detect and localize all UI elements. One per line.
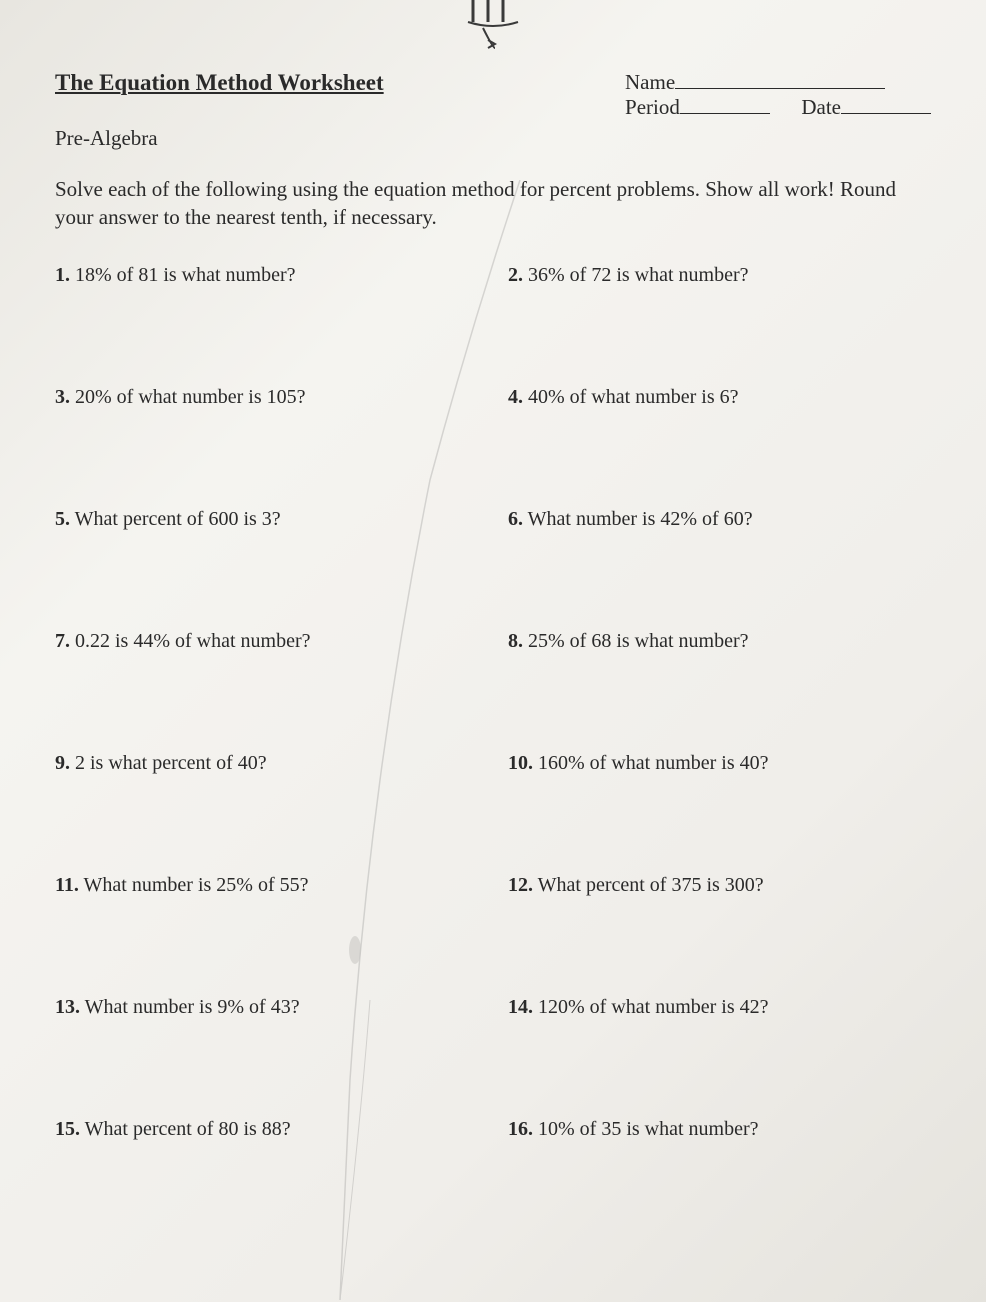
meta-block: Name Period Date: [625, 70, 931, 120]
problem-15: 15. What percent of 80 is 88?: [55, 1116, 478, 1142]
problem-text: 25% of 68 is what number?: [528, 630, 749, 652]
problem-number: 16.: [508, 1118, 533, 1140]
problem-number: 12.: [508, 874, 533, 896]
problem-4: 4. 40% of what number is 6?: [508, 384, 931, 410]
problem-number: 11.: [55, 874, 79, 896]
worksheet-title: The Equation Method Worksheet: [55, 70, 384, 96]
date-label: Date: [801, 95, 841, 119]
problem-number: 14.: [508, 996, 533, 1018]
problem-number: 5.: [55, 508, 70, 530]
period-label: Period: [625, 95, 680, 119]
period-date-line: Period Date: [625, 95, 931, 120]
problem-14: 14. 120% of what number is 42?: [508, 994, 931, 1020]
header-row: The Equation Method Worksheet Name Perio…: [55, 70, 931, 120]
problem-2: 2. 36% of 72 is what number?: [508, 262, 931, 288]
problem-7: 7. 0.22 is 44% of what number?: [55, 628, 478, 654]
problem-number: 7.: [55, 630, 70, 652]
problem-5: 5. What percent of 600 is 3?: [55, 506, 478, 532]
problem-text: 20% of what number is 105?: [75, 386, 306, 408]
problem-text: What percent of 375 is 300?: [538, 874, 764, 896]
problem-6: 6. What number is 42% of 60?: [508, 506, 931, 532]
date-blank[interactable]: [841, 96, 931, 114]
problems-grid: 1. 18% of 81 is what number? 2. 36% of 7…: [55, 262, 931, 1142]
problem-9: 9. 2 is what percent of 40?: [55, 750, 478, 776]
problem-13: 13. What number is 9% of 43?: [55, 994, 478, 1020]
problem-text: 2 is what percent of 40?: [75, 752, 267, 774]
problem-12: 12. What percent of 375 is 300?: [508, 872, 931, 898]
name-blank[interactable]: [675, 71, 885, 89]
problem-text: 18% of 81 is what number?: [75, 264, 296, 286]
problem-text: What percent of 80 is 88?: [85, 1118, 291, 1140]
problem-text: What number is 25% of 55?: [84, 874, 309, 896]
problem-text: What percent of 600 is 3?: [75, 508, 281, 530]
problem-number: 10.: [508, 752, 533, 774]
problem-8: 8. 25% of 68 is what number?: [508, 628, 931, 654]
problem-text: 160% of what number is 40?: [538, 752, 769, 774]
problem-number: 3.: [55, 386, 70, 408]
problem-text: 10% of 35 is what number?: [538, 1118, 759, 1140]
problem-number: 4.: [508, 386, 523, 408]
problem-16: 16. 10% of 35 is what number?: [508, 1116, 931, 1142]
problem-text: What number is 9% of 43?: [85, 996, 300, 1018]
problem-text: 120% of what number is 42?: [538, 996, 769, 1018]
problem-number: 1.: [55, 264, 70, 286]
problem-text: 40% of what number is 6?: [528, 386, 739, 408]
problem-number: 6.: [508, 508, 523, 530]
name-label: Name: [625, 70, 675, 94]
problem-number: 13.: [55, 996, 80, 1018]
name-line: Name: [625, 70, 931, 95]
spiral-binding-hint: [463, 0, 523, 50]
problem-3: 3. 20% of what number is 105?: [55, 384, 478, 410]
problem-number: 2.: [508, 264, 523, 286]
worksheet-subtitle: Pre-Algebra: [55, 126, 931, 151]
period-blank[interactable]: [680, 96, 770, 114]
problem-1: 1. 18% of 81 is what number?: [55, 262, 478, 288]
problem-number: 15.: [55, 1118, 80, 1140]
problem-number: 9.: [55, 752, 70, 774]
problem-text: What number is 42% of 60?: [528, 508, 753, 530]
problem-text: 0.22 is 44% of what number?: [75, 630, 311, 652]
title-block: The Equation Method Worksheet: [55, 70, 384, 96]
problem-number: 8.: [508, 630, 523, 652]
problem-10: 10. 160% of what number is 40?: [508, 750, 931, 776]
instructions-text: Solve each of the following using the eq…: [55, 175, 931, 232]
problem-11: 11. What number is 25% of 55?: [55, 872, 478, 898]
problem-text: 36% of 72 is what number?: [528, 264, 749, 286]
